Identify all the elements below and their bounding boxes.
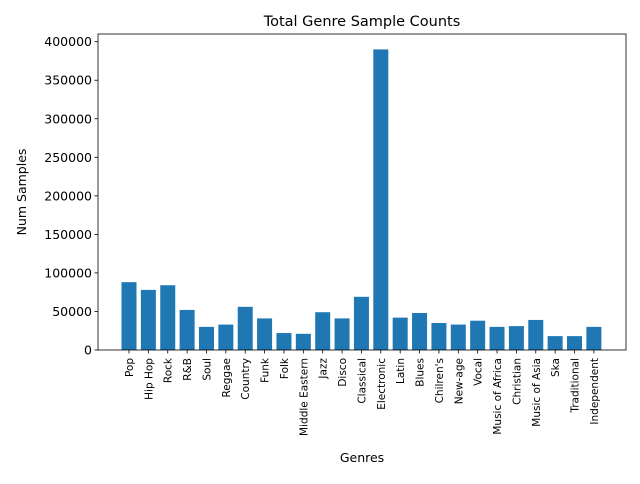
bar-1	[140, 289, 156, 350]
y-tick-label: 200000	[44, 188, 92, 203]
x-axis-ticks: Pop Hip Hop Rock R&B Soul Reggae Country Funk Fo…	[124, 350, 601, 436]
x-tick-label: Jazz	[318, 358, 330, 380]
x-tick-label: Electronic	[376, 358, 388, 410]
bar-0	[121, 282, 137, 350]
x-tick-label: Independent	[589, 358, 601, 425]
x-tick-label: Christian	[511, 358, 523, 405]
x-tick-label: New-age	[453, 358, 465, 404]
x-tick-label: Music of Asia	[531, 358, 543, 427]
y-axis-ticks: 0 50000 100000 150000 200000 250000 300000 3500…	[44, 34, 98, 358]
x-tick-label: Middle Eastern	[298, 358, 310, 436]
x-tick-label: Folk	[279, 357, 291, 379]
bar-18	[470, 320, 486, 350]
x-tick-label: Vocal	[473, 358, 485, 386]
y-tick-label: 350000	[44, 73, 92, 88]
bar-5	[218, 324, 234, 350]
x-tick-label: Blues	[415, 358, 427, 387]
x-tick-label: Ska	[550, 358, 562, 377]
x-tick-label: Classical	[356, 358, 368, 404]
x-tick-label: Chilren's	[434, 358, 446, 403]
bar-24	[586, 326, 602, 350]
x-tick-label: Country	[240, 358, 252, 400]
y-tick-label: 100000	[44, 265, 92, 280]
x-tick-label: Music of Africa	[492, 358, 504, 435]
y-tick-label: 0	[84, 343, 92, 358]
bar-4	[198, 326, 214, 350]
bar-7	[257, 318, 273, 350]
y-axis-label: Num Samples	[14, 149, 29, 236]
bar-11	[334, 318, 350, 350]
x-tick-label: Reggae	[221, 358, 233, 398]
bar-8	[276, 333, 292, 350]
bar-19	[489, 326, 505, 350]
bar-15	[412, 313, 428, 350]
y-tick-label: 150000	[44, 227, 92, 242]
bar-23	[567, 336, 583, 350]
x-tick-label: Latin	[395, 358, 407, 384]
bar-10	[315, 312, 331, 350]
x-tick-label: Soul	[201, 358, 213, 381]
chart-title: Total Genre Sample Counts	[263, 14, 461, 30]
y-tick-label: 50000	[52, 304, 92, 319]
bar-9	[295, 333, 311, 350]
x-axis-label: Genres	[340, 450, 384, 465]
bar-13	[373, 49, 389, 350]
bar-22	[547, 336, 563, 350]
bar-2	[160, 285, 176, 350]
x-tick-label: R&B	[182, 358, 194, 381]
x-tick-label: Disco	[337, 358, 349, 387]
bar-3	[179, 309, 195, 350]
bar-6	[237, 306, 253, 350]
x-tick-label: Rock	[163, 357, 175, 383]
x-tick-label: Traditional	[570, 358, 582, 414]
bar-20	[508, 326, 524, 350]
bar-17	[450, 324, 466, 350]
x-tick-label: Pop	[124, 358, 136, 377]
x-tick-label: Hip Hop	[143, 358, 155, 400]
bar-14	[392, 317, 408, 350]
bar-21	[528, 319, 544, 350]
y-tick-label: 400000	[44, 34, 92, 49]
x-tick-label: Funk	[260, 357, 272, 383]
y-tick-label: 300000	[44, 111, 92, 126]
bar-12	[353, 296, 369, 350]
y-tick-label: 250000	[44, 150, 92, 165]
bars-layer	[121, 49, 602, 350]
bar-16	[431, 323, 447, 350]
axes-frame	[97, 33, 627, 351]
